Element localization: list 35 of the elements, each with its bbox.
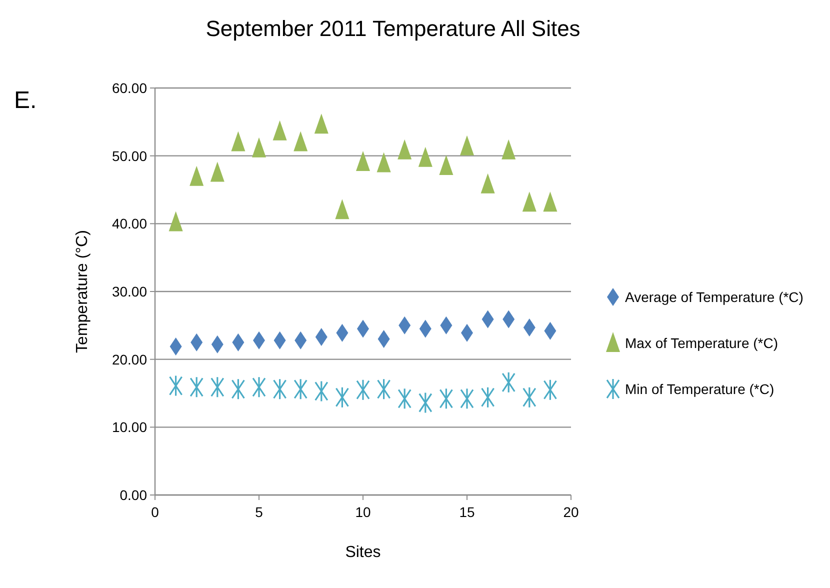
y-tick-label: 40.00 [112,216,148,232]
x-tick-label: 20 [563,504,579,520]
x-tick-label: 0 [151,504,160,520]
point [335,199,350,220]
point [439,155,454,176]
point [190,166,204,186]
y-tick-label: 30.00 [112,284,148,300]
x-tick-label: 5 [255,504,264,520]
y-tick-label: 50.00 [112,148,148,164]
point [543,192,558,212]
x-tick-label: 10 [355,504,371,520]
legend-label: Min of Temperature (*C) [625,381,774,397]
point [210,162,224,182]
y-tick-label: 0.00 [120,487,148,503]
point [294,131,308,152]
point [522,192,536,212]
y-axis-title: Temperature (°C) [74,230,91,353]
y-tick-label: 60.00 [112,80,148,96]
point [314,114,328,134]
point [418,146,432,167]
point [376,152,391,172]
point [398,139,412,160]
legend-label: Max of Temperature (*C) [625,335,778,351]
x-tick-label: 15 [459,504,475,520]
point [480,173,495,194]
y-tick-label: 20.00 [112,351,148,368]
point [272,120,287,140]
point [168,211,183,232]
x-axis-title: Sites [345,544,381,561]
text: E. [14,87,37,114]
chart-title: September 2011 Temperature All Sites [206,16,580,41]
y-tick-label: 10.00 [112,419,148,436]
legend-label: Average of Temperature (*C) [625,289,804,305]
point [231,131,246,152]
point [502,139,516,160]
